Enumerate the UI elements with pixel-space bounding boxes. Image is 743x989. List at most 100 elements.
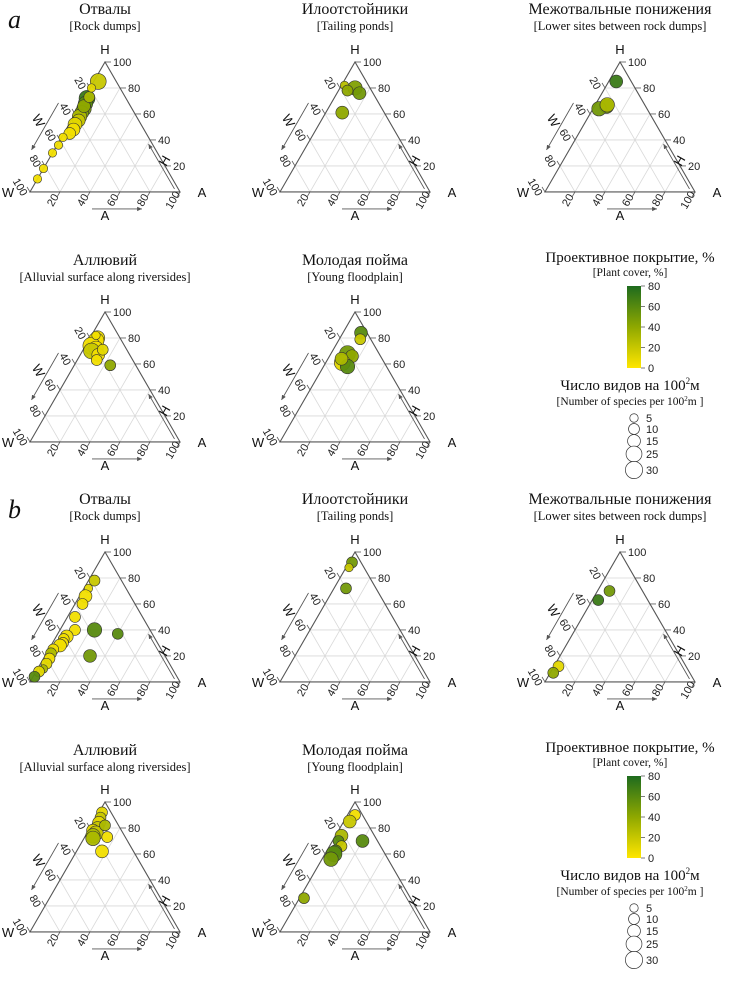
corner-label-a: A — [713, 675, 722, 690]
a-tick — [86, 681, 91, 688]
a-tick — [306, 931, 311, 938]
h-tick-label: 20 — [173, 651, 185, 663]
w-tick-label: 20 — [71, 325, 88, 342]
corner-label-w: W — [252, 435, 265, 450]
grid-line — [149, 905, 166, 933]
data-point — [111, 628, 124, 640]
h-axis-arrow — [148, 633, 175, 680]
colorbar-tick-label: 20 — [648, 833, 660, 845]
a-tick — [396, 441, 401, 448]
a-tick — [306, 191, 311, 198]
w-tick-label: 20 — [321, 815, 338, 832]
grid-line — [149, 165, 166, 193]
corner-label-a: A — [198, 435, 207, 450]
data-point — [335, 105, 349, 120]
w-tick — [276, 186, 281, 193]
data-point — [86, 622, 103, 638]
data-point — [343, 814, 357, 829]
w-tick-label: 20 — [71, 565, 88, 582]
a-tick — [336, 931, 341, 938]
cover-legend-subtitle: [Plant cover, %] — [593, 757, 668, 769]
w-tick-label: 60 — [41, 377, 58, 394]
a-axis-label: A — [616, 208, 625, 223]
w-tick — [41, 900, 46, 907]
corner-label-w: W — [517, 185, 530, 200]
triangle-frame — [279, 310, 431, 443]
h-tick-label: 60 — [143, 109, 155, 121]
panel-title: Отвалы — [79, 491, 131, 508]
a-tick-label: 20 — [295, 442, 312, 459]
grid-line — [589, 113, 636, 193]
w-tick-label: 80 — [26, 403, 43, 420]
w-tick — [86, 572, 91, 579]
size-legend-label: 25 — [646, 449, 658, 461]
grid-line — [309, 139, 341, 193]
w-tick — [541, 676, 546, 683]
grid-line — [589, 603, 636, 683]
corner-label-h: H — [100, 532, 109, 547]
a-axis-label: A — [351, 458, 360, 473]
w-tick-label: 40 — [56, 101, 73, 118]
grid-line — [634, 629, 666, 683]
grid-line — [339, 113, 386, 193]
grid-line — [399, 905, 416, 933]
h-tick-label: 100 — [628, 57, 646, 69]
a-tick — [56, 931, 61, 938]
a-tick — [426, 681, 431, 688]
w-axis-arrow — [31, 102, 59, 151]
h-axis-arrow — [398, 883, 425, 930]
data-point — [83, 649, 97, 663]
w-tick — [26, 676, 31, 683]
h-tick-label: 20 — [423, 651, 435, 663]
a-tick-label: 60 — [620, 192, 637, 209]
data-point — [340, 582, 352, 595]
data-point — [86, 83, 97, 93]
w-tick — [306, 624, 311, 631]
w-tick — [71, 848, 76, 855]
w-tick — [601, 82, 606, 89]
grid-line — [309, 879, 341, 933]
cover-colorbar — [627, 286, 641, 368]
a-tick — [661, 681, 666, 688]
data-point — [32, 174, 43, 184]
w-tick — [321, 108, 326, 115]
data-point — [95, 844, 109, 859]
a-tick-label: 60 — [105, 932, 122, 949]
data-point — [96, 343, 109, 356]
size-legend-label: 30 — [646, 465, 658, 477]
data-point — [609, 74, 623, 89]
w-tick — [71, 598, 76, 605]
h-tick-label: 20 — [173, 161, 185, 173]
size-legend-circle — [627, 434, 641, 448]
w-tick — [276, 676, 281, 683]
data-point — [547, 667, 560, 679]
corner-label-h: H — [350, 42, 359, 57]
w-tick-label: 80 — [276, 403, 293, 420]
a-tick — [146, 931, 151, 938]
a-tick-label: 20 — [295, 932, 312, 949]
a-tick — [426, 191, 431, 198]
size-legend-title: Число видов на 1002м — [560, 376, 700, 394]
a-tick-label: 80 — [650, 682, 667, 699]
grid-line — [604, 603, 651, 683]
w-tick — [541, 186, 546, 193]
a-axis-label: A — [101, 458, 110, 473]
a-tick-label: 80 — [135, 442, 152, 459]
h-axis-arrow — [663, 143, 690, 190]
a-tick-label: 20 — [295, 682, 312, 699]
a-tick-label: 100 — [679, 189, 699, 211]
w-tick — [556, 160, 561, 167]
w-tick — [571, 134, 576, 141]
w-axis-label: W — [279, 852, 298, 871]
grid-line — [119, 629, 151, 683]
triangle-frame — [279, 60, 431, 193]
w-tick — [336, 572, 341, 579]
a-tick — [306, 441, 311, 448]
a-tick-label: 40 — [325, 442, 342, 459]
a-tick-label: 40 — [75, 442, 92, 459]
h-tick-label: 20 — [423, 161, 435, 173]
